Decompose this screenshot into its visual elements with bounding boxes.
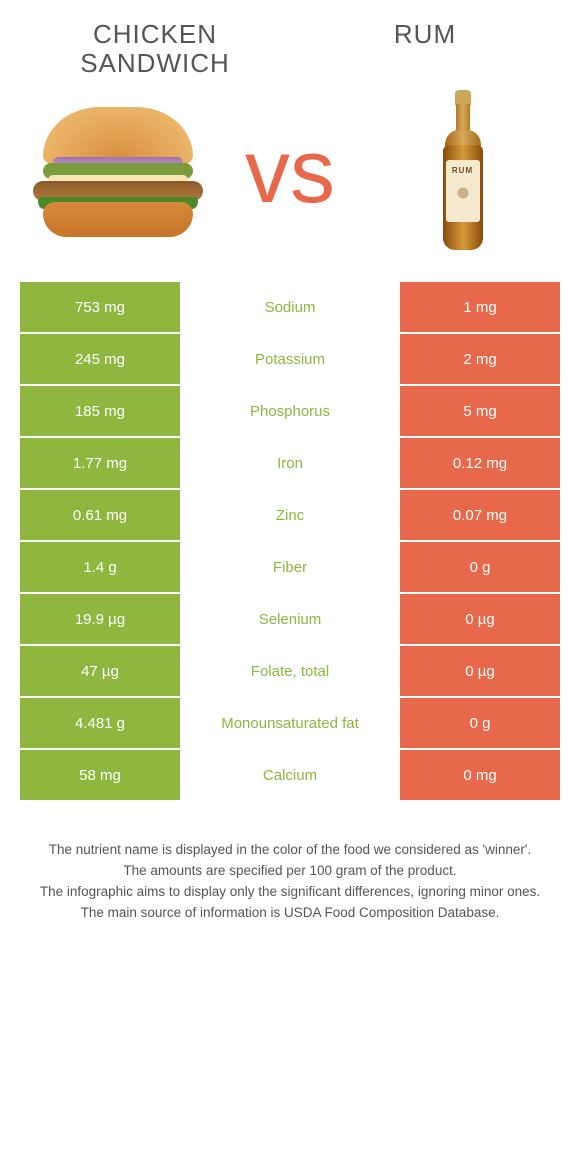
- nutrient-name: Iron: [182, 438, 398, 488]
- left-value: 19.9 µg: [20, 594, 180, 644]
- nutrient-name: Sodium: [182, 282, 398, 332]
- left-value: 245 mg: [20, 334, 180, 384]
- right-value: 0.07 mg: [400, 490, 560, 540]
- right-value: 0 g: [400, 698, 560, 748]
- left-image: [20, 107, 215, 237]
- infographic: Chicken sandwich Rum vs RUM 753 mgSodium…: [0, 0, 580, 954]
- vs-label: vs: [215, 121, 365, 224]
- nutrient-name: Phosphorus: [182, 386, 398, 436]
- table-row: 0.61 mgZinc0.07 mg: [20, 490, 560, 540]
- nutrient-name: Fiber: [182, 542, 398, 592]
- nutrient-name: Potassium: [182, 334, 398, 384]
- table-row: 47 µgFolate, total0 µg: [20, 646, 560, 696]
- table-row: 753 mgSodium1 mg: [20, 282, 560, 332]
- table-row: 245 mgPotassium2 mg: [20, 334, 560, 384]
- bottle-icon: RUM: [433, 90, 493, 255]
- table-row: 19.9 µgSelenium0 µg: [20, 594, 560, 644]
- right-value: 2 mg: [400, 334, 560, 384]
- footer-line: The infographic aims to display only the…: [20, 882, 560, 903]
- left-value: 185 mg: [20, 386, 180, 436]
- right-value: 0 g: [400, 542, 560, 592]
- table-row: 1.77 mgIron0.12 mg: [20, 438, 560, 488]
- left-value: 0.61 mg: [20, 490, 180, 540]
- title-right: Rum: [290, 20, 560, 49]
- table-row: 1.4 gFiber0 g: [20, 542, 560, 592]
- table-row: 58 mgCalcium0 mg: [20, 750, 560, 800]
- right-value: 5 mg: [400, 386, 560, 436]
- right-value: 0 mg: [400, 750, 560, 800]
- nutrient-name: Calcium: [182, 750, 398, 800]
- comparison-table: 753 mgSodium1 mg245 mgPotassium2 mg185 m…: [20, 282, 560, 800]
- footer-line: The main source of information is USDA F…: [20, 903, 560, 924]
- nutrient-name: Selenium: [182, 594, 398, 644]
- left-value: 1.77 mg: [20, 438, 180, 488]
- table-row: 4.481 gMonounsaturated fat0 g: [20, 698, 560, 748]
- footer-line: The amounts are specified per 100 gram o…: [20, 861, 560, 882]
- left-value: 753 mg: [20, 282, 180, 332]
- left-value: 1.4 g: [20, 542, 180, 592]
- table-row: 185 mgPhosphorus5 mg: [20, 386, 560, 436]
- left-value: 58 mg: [20, 750, 180, 800]
- titles-row: Chicken sandwich Rum: [20, 20, 560, 77]
- nutrient-name: Folate, total: [182, 646, 398, 696]
- right-value: 0 µg: [400, 646, 560, 696]
- footer-line: The nutrient name is displayed in the co…: [20, 840, 560, 861]
- footer-notes: The nutrient name is displayed in the co…: [20, 840, 560, 924]
- right-value: 0.12 mg: [400, 438, 560, 488]
- left-value: 4.481 g: [20, 698, 180, 748]
- left-value: 47 µg: [20, 646, 180, 696]
- nutrient-name: Zinc: [182, 490, 398, 540]
- hero-row: vs RUM: [20, 87, 560, 257]
- right-image: RUM: [365, 90, 560, 255]
- sandwich-icon: [28, 107, 208, 237]
- right-value: 0 µg: [400, 594, 560, 644]
- title-left: Chicken sandwich: [20, 20, 290, 77]
- bottle-label-text: RUM: [452, 166, 473, 175]
- nutrient-name: Monounsaturated fat: [182, 698, 398, 748]
- right-value: 1 mg: [400, 282, 560, 332]
